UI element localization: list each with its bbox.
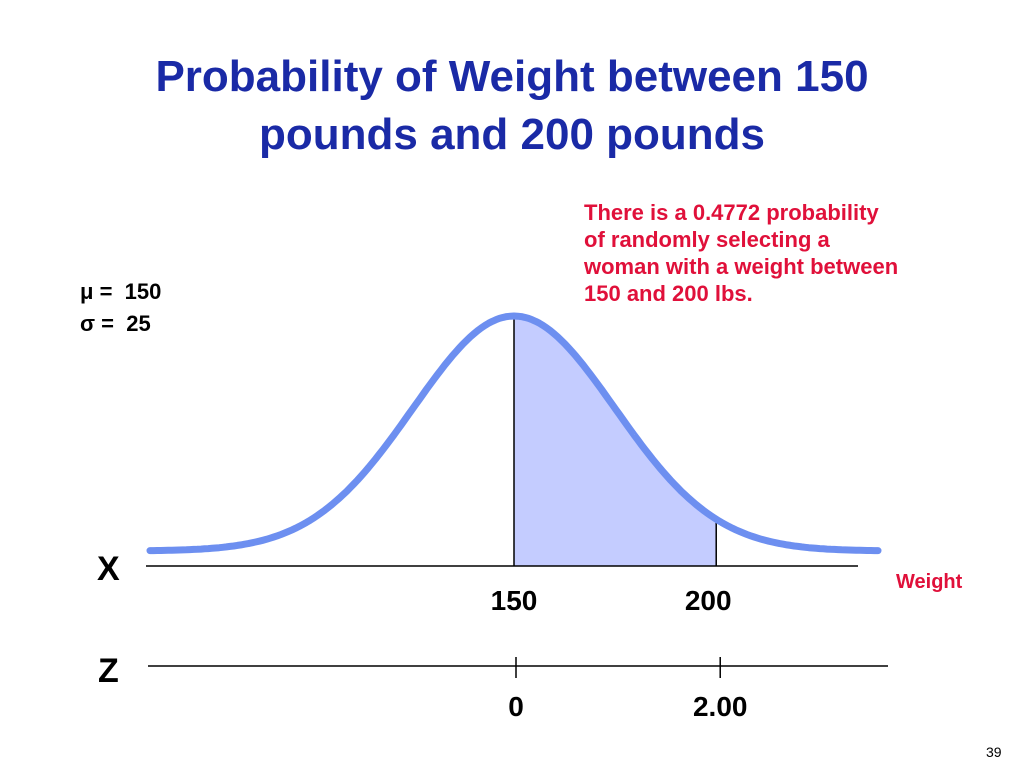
x-tick-label-150: 150	[490, 585, 538, 616]
distribution-parameters: μ = 150 σ = 25	[80, 276, 161, 340]
sd-label: σ =	[80, 311, 115, 336]
title-line-2: pounds and 200 pounds	[258, 110, 766, 159]
probability-note: There is a 0.4772 probability of randoml…	[584, 199, 1004, 307]
x-axis-title: Weight	[896, 571, 963, 593]
sd-row: σ = 25	[80, 308, 161, 340]
x-tick-label-200: 200	[684, 585, 732, 616]
mean-row: μ = 150	[80, 276, 161, 308]
mean-label: μ =	[80, 279, 113, 304]
note-line-4: 150 and 200 lbs.	[584, 281, 753, 306]
page-title: Probability of Weight between 150 pounds…	[0, 48, 1024, 164]
sd-value: 25	[126, 311, 151, 336]
note-line-2: of randomly selecting a	[584, 227, 830, 252]
note-line-3: woman with a weight between	[584, 254, 899, 279]
z-tick-label-2: 2.00	[692, 691, 748, 722]
mean-value: 150	[124, 279, 162, 304]
page-number: 39	[986, 744, 1002, 760]
title-line-1: Probability of Weight between 150	[155, 52, 869, 101]
normal-curve	[146, 312, 882, 555]
shaded-probability-area	[514, 316, 717, 566]
z-axis-name: Z	[98, 652, 119, 690]
x-axis-name: X	[97, 550, 120, 588]
note-line-1: There is a 0.4772 probability	[584, 200, 879, 225]
z-tick-label-0: 0	[508, 691, 524, 722]
